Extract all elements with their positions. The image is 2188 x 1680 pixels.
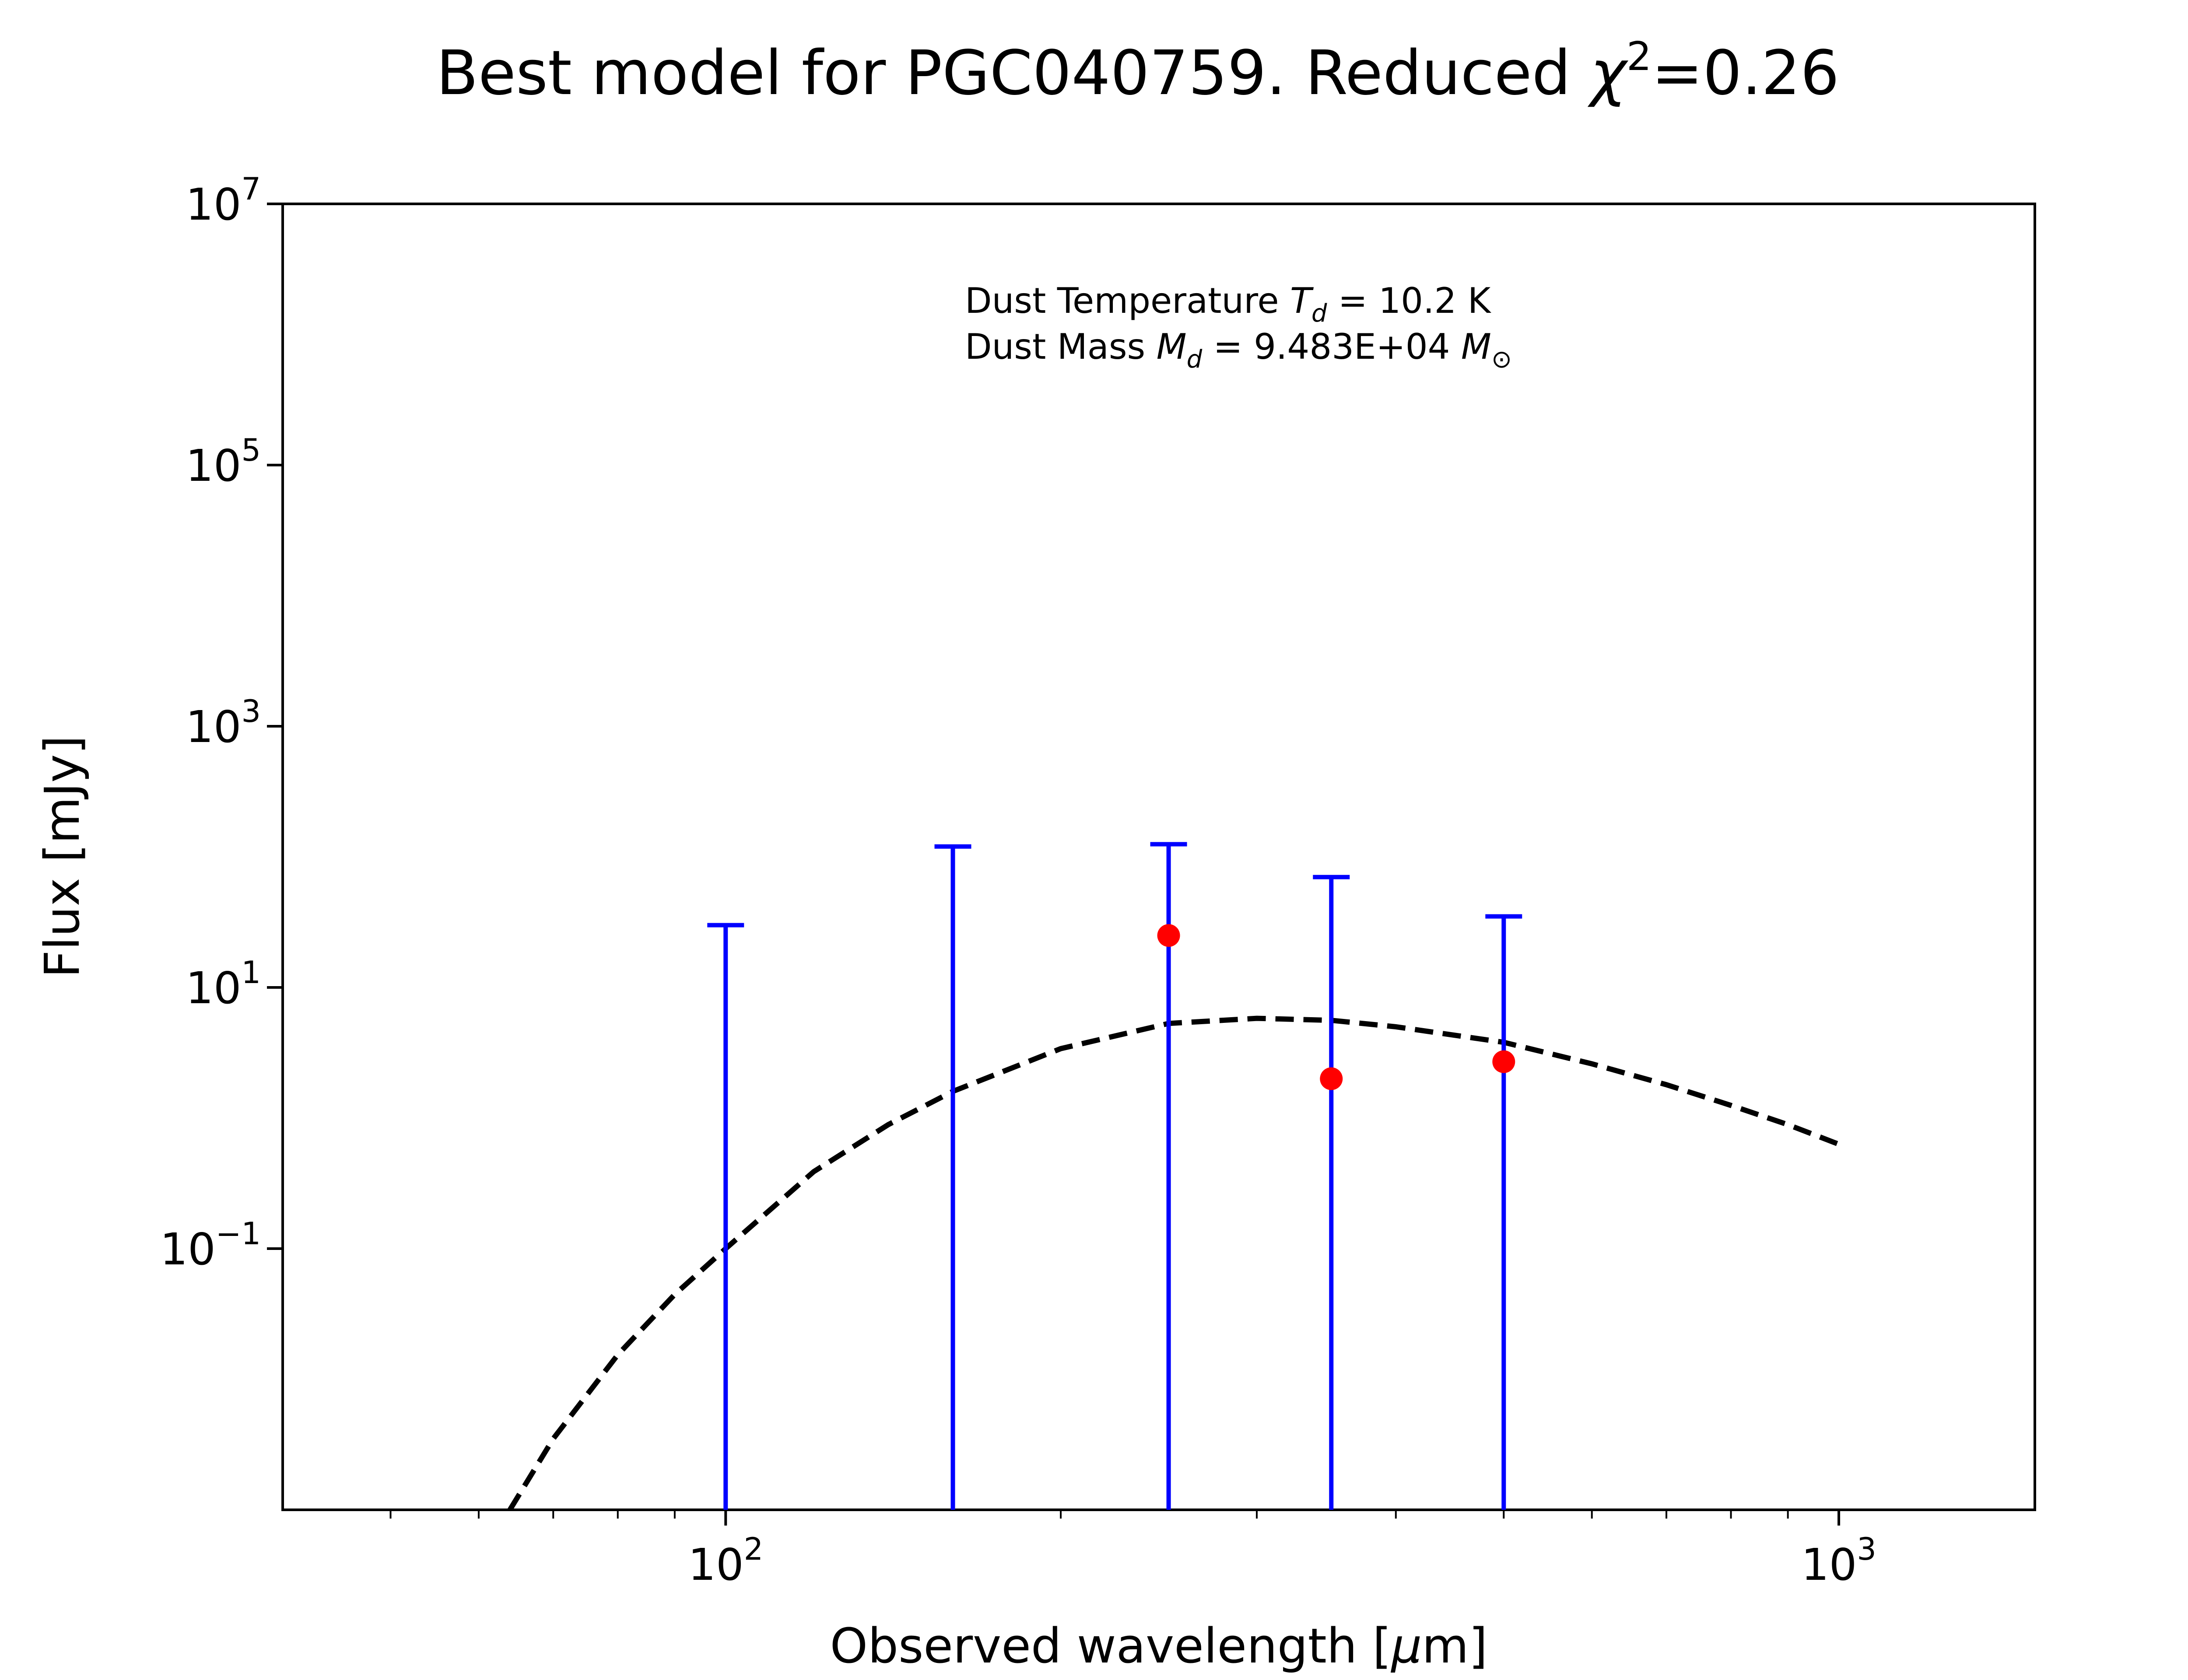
annotation-mass-unit-sub: ⊙ [1491,345,1512,374]
x-tick-label-exp: 2 [744,1531,764,1567]
x-axis-label-suffix: m] [1422,1618,1487,1674]
y-tick-label: 107 [186,171,261,230]
y-tick-label-base: 10 [186,701,241,752]
y-axis-label: Flux [mJy] [34,735,90,978]
x-tick-label: 103 [1801,1531,1876,1590]
y-tick-label-exp: 3 [241,693,261,729]
annotation-dust-temperature: Dust Temperature Td = 10.2 K [965,280,1492,328]
y-tick-label-base: 10 [160,1224,216,1275]
detection-point [1320,1067,1343,1090]
y-tick-label-exp: −1 [216,1216,261,1252]
annotation-mass-sub: d [1187,345,1203,374]
y-tick-label: 10−1 [160,1216,261,1275]
y-tick-label-base: 10 [186,440,241,491]
chart-title-sup: 2 [1627,34,1652,80]
plot-area [281,203,2036,1511]
chart-title-prefix: Best model for PGC040759. Reduced [436,38,1590,109]
x-tick-label-base: 10 [1801,1539,1857,1590]
x-axis-ticks: 102 103 [688,1510,1876,1590]
annotation-dust-mass: Dust Mass Md = 9.483E+04 M⊙ [965,326,1512,374]
x-axis-label: Observed wavelength [μm] [830,1618,1488,1674]
detection-points [1157,924,1515,1090]
x-tick-label-base: 10 [688,1539,743,1590]
y-tick-label: 101 [186,955,261,1014]
annotation-temp-value: = 10.2 K [1327,280,1491,321]
x-tick-label-exp: 3 [1857,1531,1876,1567]
x-axis-minor-ticks [389,1510,1789,1519]
annotation-temp-symbol: T [1290,280,1314,321]
y-tick-label: 103 [186,693,261,752]
annotation-temp-sub: d [1311,299,1327,328]
y-tick-label-base: 10 [186,962,241,1014]
annotation-mass-symbol: M [1157,326,1187,367]
chart-title-suffix: =0.26 [1652,38,1839,109]
detection-point [1157,924,1180,947]
y-tick-label-base: 10 [186,179,241,230]
chart-title-chi: χ [1587,38,1629,109]
y-tick-label: 105 [186,432,261,491]
annotation-mass-unit: M [1461,326,1491,367]
annotation-mass-prefix: Dust Mass [965,326,1157,367]
y-tick-label-exp: 1 [241,955,261,990]
chart-title: Best model for PGC040759. Reduced χ2=0.2… [436,34,1839,109]
x-tick-label: 102 [688,1531,763,1590]
x-axis-label-prefix: Observed wavelength [ [830,1618,1392,1674]
detection-point [1492,1050,1515,1073]
y-tick-label-exp: 7 [241,171,261,207]
annotation-mass-value: = 9.483E+04 [1202,326,1461,367]
y-tick-label-exp: 5 [241,432,261,468]
x-axis-label-mu: μ [1390,1618,1422,1674]
upper-limit-errorbars [707,842,1522,1510]
annotation-temp-prefix: Dust Temperature [965,280,1290,321]
